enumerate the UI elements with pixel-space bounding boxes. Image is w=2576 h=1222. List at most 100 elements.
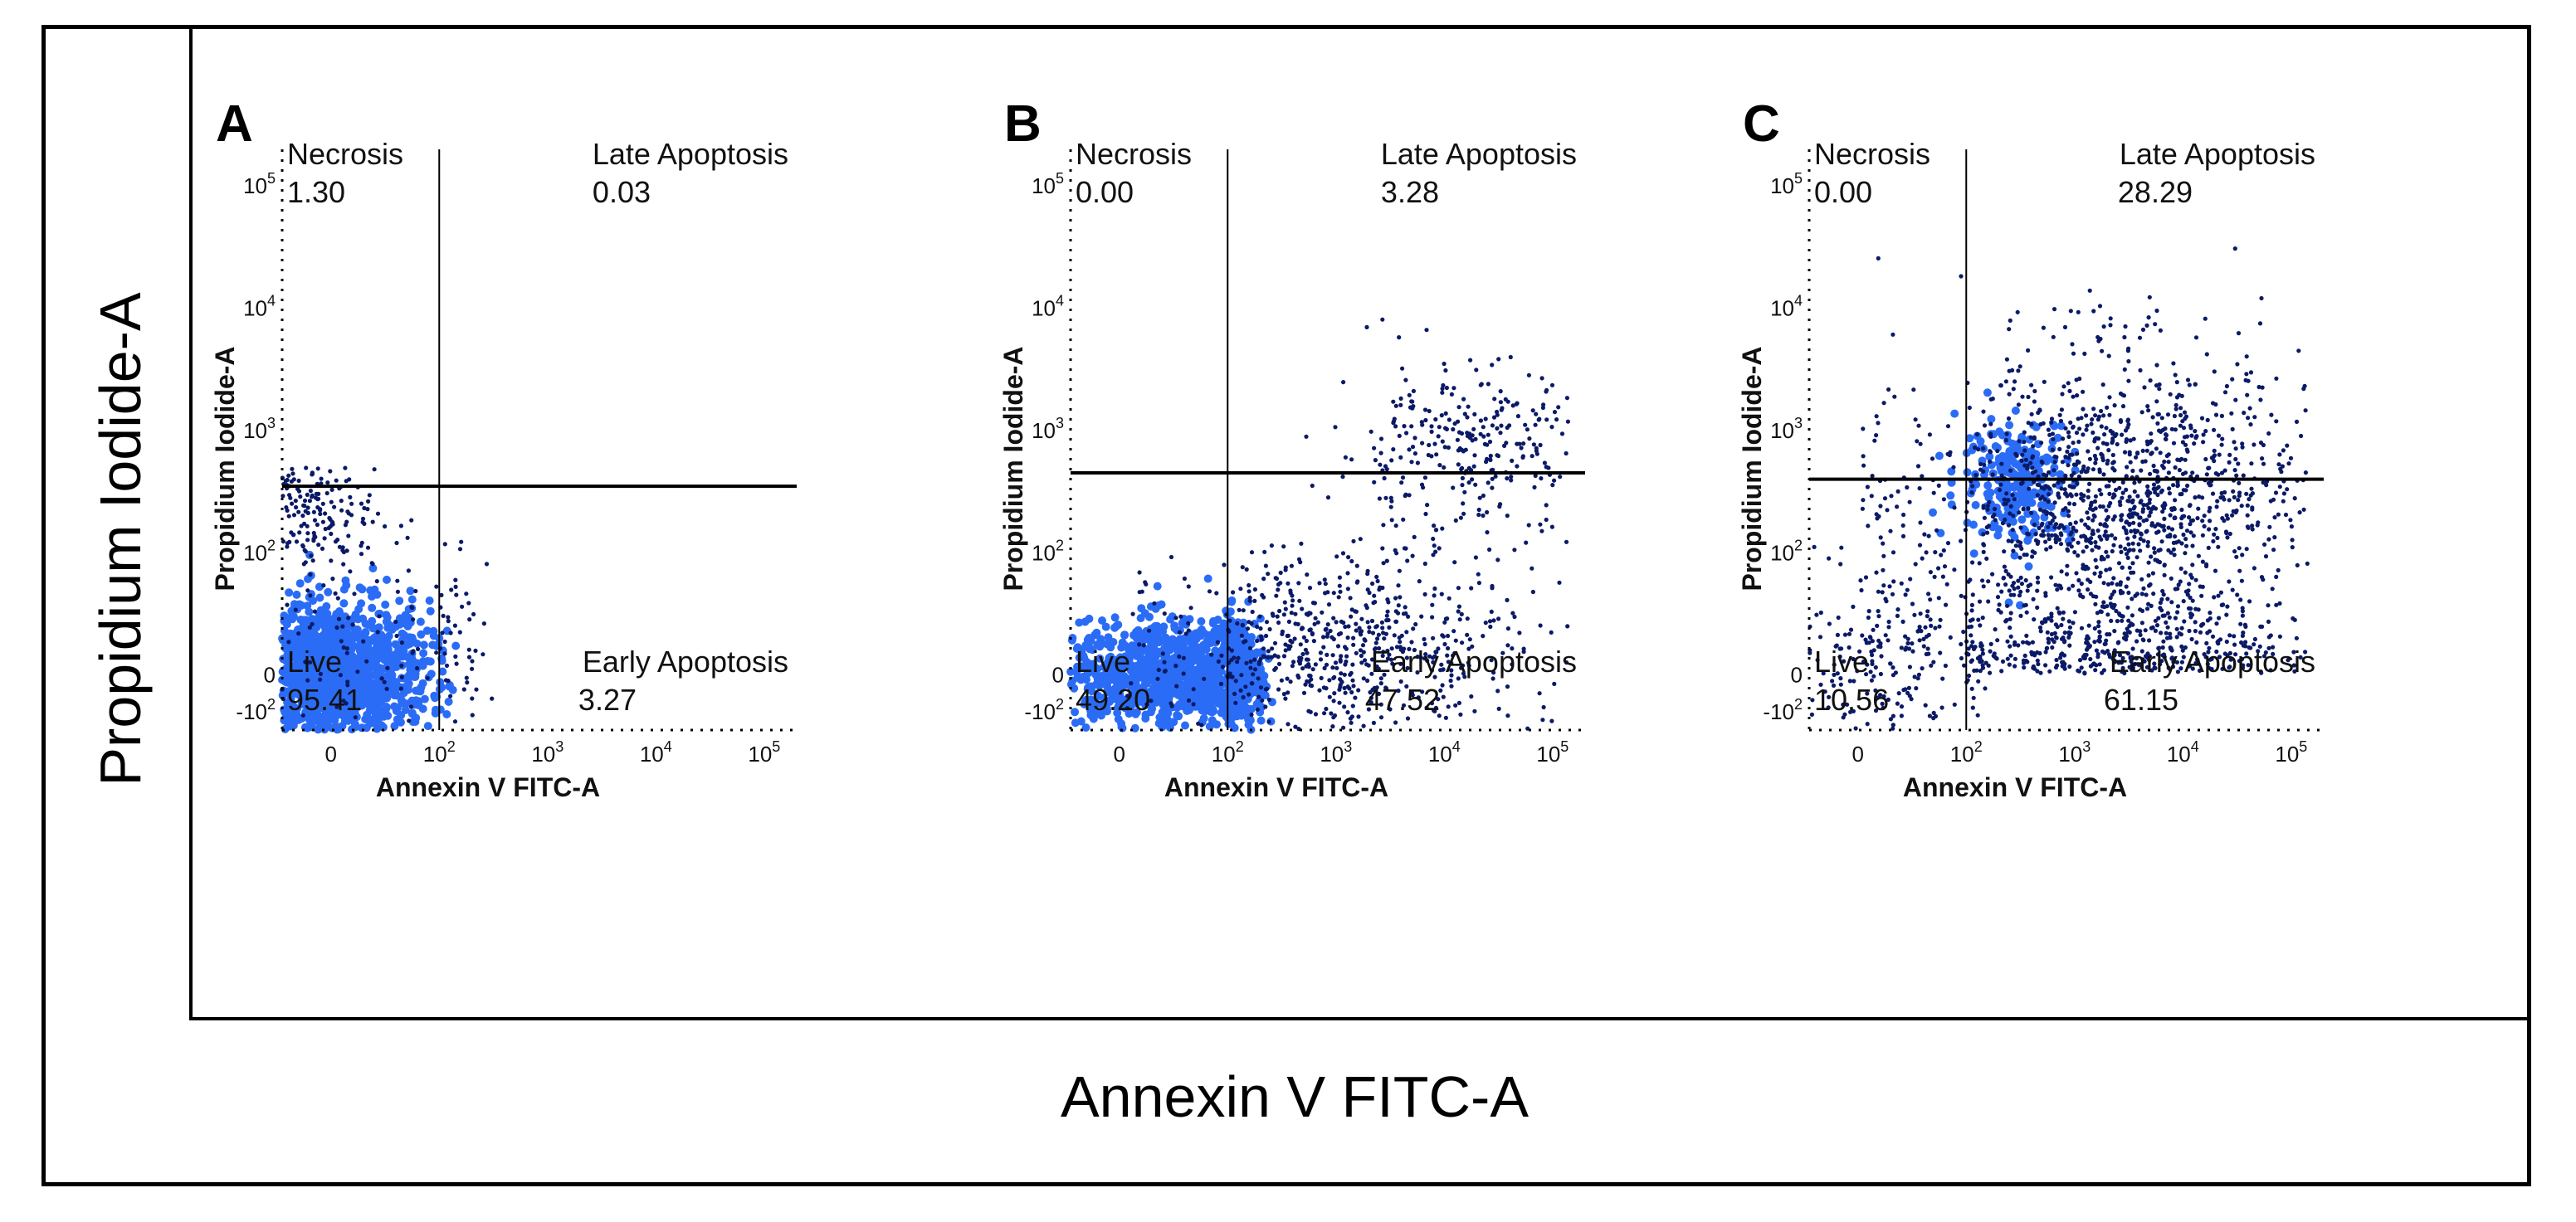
x-tick-label: 104 <box>1428 738 1461 767</box>
scatter-point <box>1540 405 1545 411</box>
scatter-point <box>1240 565 1245 570</box>
scatter-point <box>2076 588 2081 593</box>
scatter-point <box>1420 422 1425 427</box>
scatter-point <box>359 552 364 557</box>
scatter-point <box>291 532 296 538</box>
scatter-point <box>449 587 454 592</box>
scatter-point <box>1215 640 1220 645</box>
scatter-point <box>2130 665 2135 670</box>
scatter-point <box>2147 638 2152 643</box>
scatter-point <box>1515 441 1520 446</box>
scatter-point <box>1443 411 1448 416</box>
scatter-point <box>2216 472 2221 477</box>
scatter-point <box>2002 497 2007 502</box>
scatter-point <box>2108 323 2113 328</box>
scatter-point <box>382 702 391 711</box>
scatter-point <box>2199 416 2205 421</box>
scatter-point <box>1514 402 1519 407</box>
scatter-point <box>2266 603 2271 608</box>
scatter-point <box>2219 413 2224 418</box>
scatter-point <box>1986 523 1992 528</box>
scatter-point <box>2150 571 2155 576</box>
scatter-point <box>1481 493 1486 499</box>
scatter-point <box>1280 629 1285 635</box>
scatter-point <box>383 523 388 529</box>
scatter-point <box>1458 712 1463 717</box>
scatter-point <box>335 657 344 665</box>
scatter-point <box>2035 658 2040 663</box>
scatter-point <box>453 577 458 582</box>
scatter-point <box>1290 603 1295 608</box>
scatter-point <box>414 697 423 706</box>
scatter-point <box>346 533 351 538</box>
scatter-point <box>2096 436 2101 441</box>
scatter-point <box>427 669 436 679</box>
scatter-point <box>2234 473 2239 478</box>
scatter-point <box>2049 618 2054 623</box>
scatter-point <box>1265 686 1270 692</box>
scatter-point <box>408 704 413 709</box>
scatter-point <box>2016 578 2021 583</box>
y-tick-label: 105 <box>243 170 276 198</box>
scatter-point <box>1177 654 1182 660</box>
scatter-point <box>2168 513 2173 518</box>
scatter-point <box>1327 694 1332 699</box>
scatter-point <box>2052 468 2056 473</box>
scatter-point <box>333 591 338 596</box>
scatter-point <box>2216 544 2221 549</box>
scatter-point <box>339 599 349 608</box>
scatter-point <box>1339 671 1344 676</box>
scatter-point <box>1330 665 1335 670</box>
scatter-point <box>2054 657 2059 663</box>
scatter-point <box>1861 454 1866 459</box>
scatter-point <box>1226 607 1235 616</box>
scatter-point <box>1330 653 1335 658</box>
scatter-point <box>1136 668 1145 677</box>
scatter-point <box>2230 587 2235 592</box>
scatter-point <box>2004 454 2013 463</box>
scatter-point <box>334 478 339 483</box>
scatter-point <box>2246 663 2251 668</box>
scatter-point <box>1313 616 1318 621</box>
scatter-point <box>1286 646 1291 651</box>
scatter-point <box>1310 483 1315 489</box>
scatter-point <box>1432 708 1437 713</box>
scatter-point <box>2059 569 2064 574</box>
scatter-point <box>1350 704 1355 708</box>
scatter-point <box>1338 659 1343 664</box>
scatter-point <box>1334 665 1339 670</box>
scatter-point <box>1505 476 1510 481</box>
scatter-point <box>359 543 363 548</box>
scatter-point <box>2008 611 2013 616</box>
scatter-point <box>2081 562 2086 567</box>
scatter-point <box>2152 550 2157 555</box>
scatter-point <box>1431 536 1436 542</box>
scatter-point <box>2083 522 2088 527</box>
scatter-point <box>2066 445 2071 450</box>
scatter-point <box>2154 399 2159 404</box>
scatter-point <box>1481 513 1486 518</box>
scatter-point <box>1308 627 1313 632</box>
scatter-point <box>2303 470 2308 475</box>
scatter-point <box>1512 548 1517 553</box>
scatter-point <box>1391 421 1396 426</box>
scatter-point <box>1238 688 1243 693</box>
scatter-point <box>385 665 390 670</box>
scatter-point <box>2247 497 2252 502</box>
scatter-point <box>1263 563 1268 568</box>
scatter-point <box>1432 654 1437 659</box>
scatter-point <box>1217 694 1227 703</box>
scatter-point <box>1356 688 1361 693</box>
scatter-point <box>1228 713 1237 722</box>
scatter-point <box>1276 620 1281 626</box>
scatter-point <box>1231 590 1236 595</box>
scatter-point <box>353 625 362 634</box>
scatter-point <box>1269 543 1274 548</box>
scatter-point <box>1422 561 1427 567</box>
scatter-point <box>2016 402 2021 407</box>
scatter-point <box>1351 684 1356 689</box>
scatter-point <box>1281 544 1286 549</box>
scatter-point <box>379 676 384 681</box>
scatter-point <box>1342 685 1347 691</box>
scatter-point <box>304 465 309 470</box>
